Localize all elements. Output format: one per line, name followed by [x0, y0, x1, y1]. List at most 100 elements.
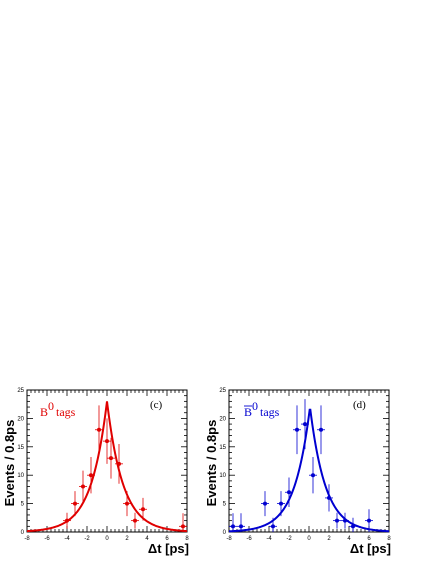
- data-marker: [117, 461, 121, 466]
- data-point: [79, 470, 87, 503]
- fit-curve: [26, 401, 188, 533]
- fit-curve: [228, 408, 390, 533]
- y-tick-label: 5: [223, 502, 227, 508]
- data-marker: [133, 518, 137, 523]
- data-point: [325, 484, 333, 512]
- x-tick-label: -2: [286, 536, 292, 542]
- x-tick-label: 6: [165, 536, 169, 542]
- data-point: [341, 512, 349, 529]
- data-marker: [311, 473, 315, 478]
- chart-panel-c: Events / 0.8ps Δt [ps] (c) -8 -6 -4 -2 0 2 4 6 8…: [2, 388, 189, 556]
- data-marker: [295, 427, 299, 432]
- x-tick-label: 4: [347, 536, 351, 542]
- y-tick-label: 25: [17, 388, 24, 394]
- data-point: [365, 509, 373, 532]
- y-axis-title: Events / 0.8ps: [204, 420, 219, 507]
- x-tick-label: 0: [105, 536, 109, 542]
- data-point: [71, 491, 79, 517]
- data-point: [123, 491, 131, 517]
- data-point: [237, 513, 245, 532]
- data-point: [179, 513, 187, 532]
- y-tick-label: 0: [21, 530, 25, 536]
- x-tick-label: -6: [44, 536, 50, 542]
- x-tick-label: 6: [367, 536, 371, 542]
- data-marker: [65, 518, 69, 523]
- data-marker: [263, 501, 267, 506]
- y-tick-label: 10: [17, 473, 24, 479]
- data-marker: [81, 484, 85, 489]
- y-axis-title: Events / 0.8ps: [2, 420, 17, 507]
- data-marker: [141, 507, 145, 512]
- data-marker: [89, 473, 93, 478]
- data-marker: [327, 495, 331, 500]
- data-marker: [271, 524, 275, 529]
- x-tick-label: -8: [24, 536, 30, 542]
- panel-label: (c): [150, 399, 163, 411]
- x-tick-label: 2: [125, 536, 129, 542]
- data-point: [317, 405, 325, 455]
- data-marker: [73, 501, 77, 506]
- data-marker: [335, 518, 339, 523]
- data-marker: [231, 524, 235, 529]
- x-tick-label: -8: [226, 536, 232, 542]
- data-marker: [239, 524, 243, 529]
- data-point: [95, 405, 103, 455]
- data-marker: [303, 422, 307, 427]
- data-point: [261, 491, 269, 517]
- legend-superscript: 0: [48, 399, 54, 413]
- x-axis-title: Δt [ps]: [350, 541, 391, 556]
- data-point: [285, 477, 293, 508]
- data-marker: [319, 427, 323, 432]
- data-point: [115, 443, 123, 484]
- data-point: [63, 512, 71, 529]
- y-tick-label: 10: [219, 473, 226, 479]
- legend-symbol: B: [40, 405, 48, 419]
- x-tick-label: -4: [64, 536, 70, 542]
- data-point: [309, 457, 317, 494]
- chart-panel-d: Events / 0.8ps Δt [ps] (d) -8 -6 -4 -2 0 2 4 6 8…: [204, 388, 391, 556]
- data-point: [293, 405, 301, 455]
- x-tick-label: -2: [84, 536, 90, 542]
- panel-label: (d): [353, 399, 366, 411]
- data-point: [107, 437, 115, 479]
- legend-suffix: tags: [260, 405, 280, 419]
- data-point: [131, 512, 139, 529]
- y-tick-label: 15: [219, 445, 226, 451]
- data-point: [349, 517, 357, 532]
- data-marker: [343, 518, 347, 523]
- legend-suffix: tags: [56, 405, 76, 419]
- data-point: [301, 399, 309, 450]
- y-tick-label: 20: [17, 416, 24, 422]
- data-point: [277, 491, 285, 517]
- legend-symbol: B: [244, 405, 252, 419]
- x-axis-title: Δt [ps]: [148, 541, 189, 556]
- data-point: [87, 457, 95, 494]
- data-point: [229, 513, 237, 532]
- legend-label: B 0 tags: [40, 399, 76, 419]
- data-marker: [351, 524, 355, 529]
- x-tick-label: 8: [185, 536, 189, 542]
- y-tick-label: 15: [17, 445, 24, 451]
- y-tick-label: 25: [219, 388, 226, 394]
- x-tick-label: -4: [266, 536, 272, 542]
- data-point: [139, 497, 147, 521]
- legend-label: B 0 tags: [244, 399, 280, 419]
- x-tick-label: -6: [246, 536, 252, 542]
- data-marker: [279, 501, 283, 506]
- data-marker: [97, 427, 101, 432]
- data-point: [103, 418, 111, 464]
- data-marker: [287, 490, 291, 495]
- data-point: [333, 512, 341, 529]
- legend-superscript: 0: [252, 399, 258, 413]
- data-marker: [105, 439, 109, 444]
- data-marker: [181, 524, 185, 529]
- x-tick-label: 2: [327, 536, 331, 542]
- data-marker: [109, 456, 113, 461]
- y-tick-label: 5: [21, 502, 25, 508]
- data-marker: [125, 501, 129, 506]
- x-tick-label: 4: [145, 536, 149, 542]
- data-point: [269, 517, 277, 532]
- y-tick-label: 0: [223, 530, 227, 536]
- x-tick-label: 0: [307, 536, 311, 542]
